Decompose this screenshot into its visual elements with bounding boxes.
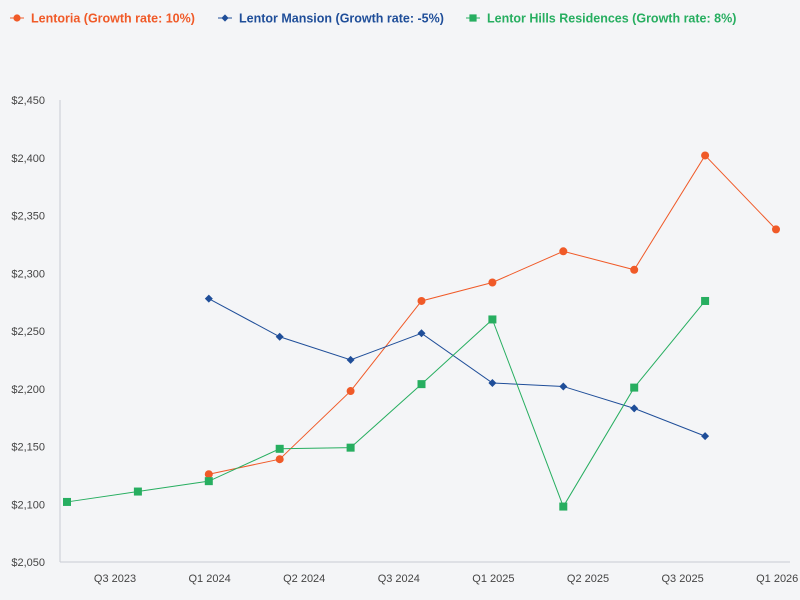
data-point (701, 296, 710, 305)
y-tick-label: $2,250 (11, 326, 45, 338)
legend: Lentoria (Growth rate: 10%) Lentor Mansio… (10, 12, 736, 26)
y-tick-label: $2,200 (11, 384, 45, 396)
data-point (701, 432, 710, 441)
data-point (630, 265, 639, 274)
y-tick-label: $2,100 (11, 499, 45, 511)
legend-marker (13, 14, 21, 22)
x-tick-label: Q2 2025 (567, 573, 609, 585)
x-tick-label: Q3 2024 (378, 573, 420, 585)
legend-label: Lentor Hills Residences (Growth rate: 8%… (487, 12, 736, 26)
series-2 (204, 294, 710, 441)
y-tick-label: $2,150 (11, 442, 45, 454)
data-point (275, 444, 284, 453)
data-point (488, 278, 497, 287)
legend-item: Lentor Mansion (Growth rate: -5%) (218, 12, 444, 26)
legend-marker (221, 14, 229, 22)
x-tick-label: Q3 2025 (661, 573, 703, 585)
legend-item: Lentor Hills Residences (Growth rate: 8%… (466, 12, 736, 26)
data-point (204, 470, 213, 479)
series-1 (204, 151, 780, 479)
data-point (417, 329, 426, 338)
data-point (701, 151, 710, 160)
data-point (559, 502, 568, 511)
data-point (559, 382, 568, 391)
data-point (630, 383, 639, 392)
legend-label: Lentoria (Growth rate: 10%) (31, 12, 195, 26)
data-point (772, 225, 780, 234)
legend-item: Lentoria (Growth rate: 10%) (10, 12, 195, 26)
y-tick-label: $2,300 (11, 268, 45, 280)
series-line (208, 154, 777, 475)
series-line (66, 300, 706, 508)
data-point (488, 378, 497, 387)
data-point (133, 487, 142, 496)
data-point (275, 332, 284, 341)
series-line (208, 298, 706, 437)
legend-label: Lentor Mansion (Growth rate: -5%) (239, 12, 444, 26)
y-tick-label: $2,050 (11, 557, 45, 569)
y-axis: $2,050 $2,100 $2,150 $2,200 $2,250 $2,300 $2,3… (11, 95, 61, 569)
x-tick-label: Q2 2024 (283, 573, 325, 585)
y-tick-label: $2,400 (11, 153, 45, 165)
y-tick-label: $2,350 (11, 211, 45, 223)
x-tick-label: Q3 2023 (94, 573, 136, 585)
data-point (417, 380, 426, 389)
data-point (346, 387, 355, 396)
data-point (346, 443, 355, 452)
data-point (488, 315, 497, 324)
data-point (346, 355, 355, 364)
data-point (275, 455, 284, 464)
plot-area (63, 151, 780, 511)
data-point (417, 296, 426, 305)
x-tick-label: Q1 2025 (472, 573, 514, 585)
data-point (630, 404, 639, 413)
legend-marker (469, 14, 477, 22)
y-tick-label: $2,450 (11, 95, 45, 107)
data-point (559, 247, 568, 256)
data-point (204, 294, 213, 303)
x-tick-label: Q1 2024 (188, 573, 230, 585)
x-axis: Q3 2023 Q1 2024 Q2 2024 Q3 2024 Q1 2025 Q2 20… (60, 561, 798, 585)
series-3 (63, 296, 710, 511)
data-point (63, 497, 71, 506)
x-tick-label: Q1 2026 (756, 573, 798, 585)
data-point (204, 477, 213, 486)
